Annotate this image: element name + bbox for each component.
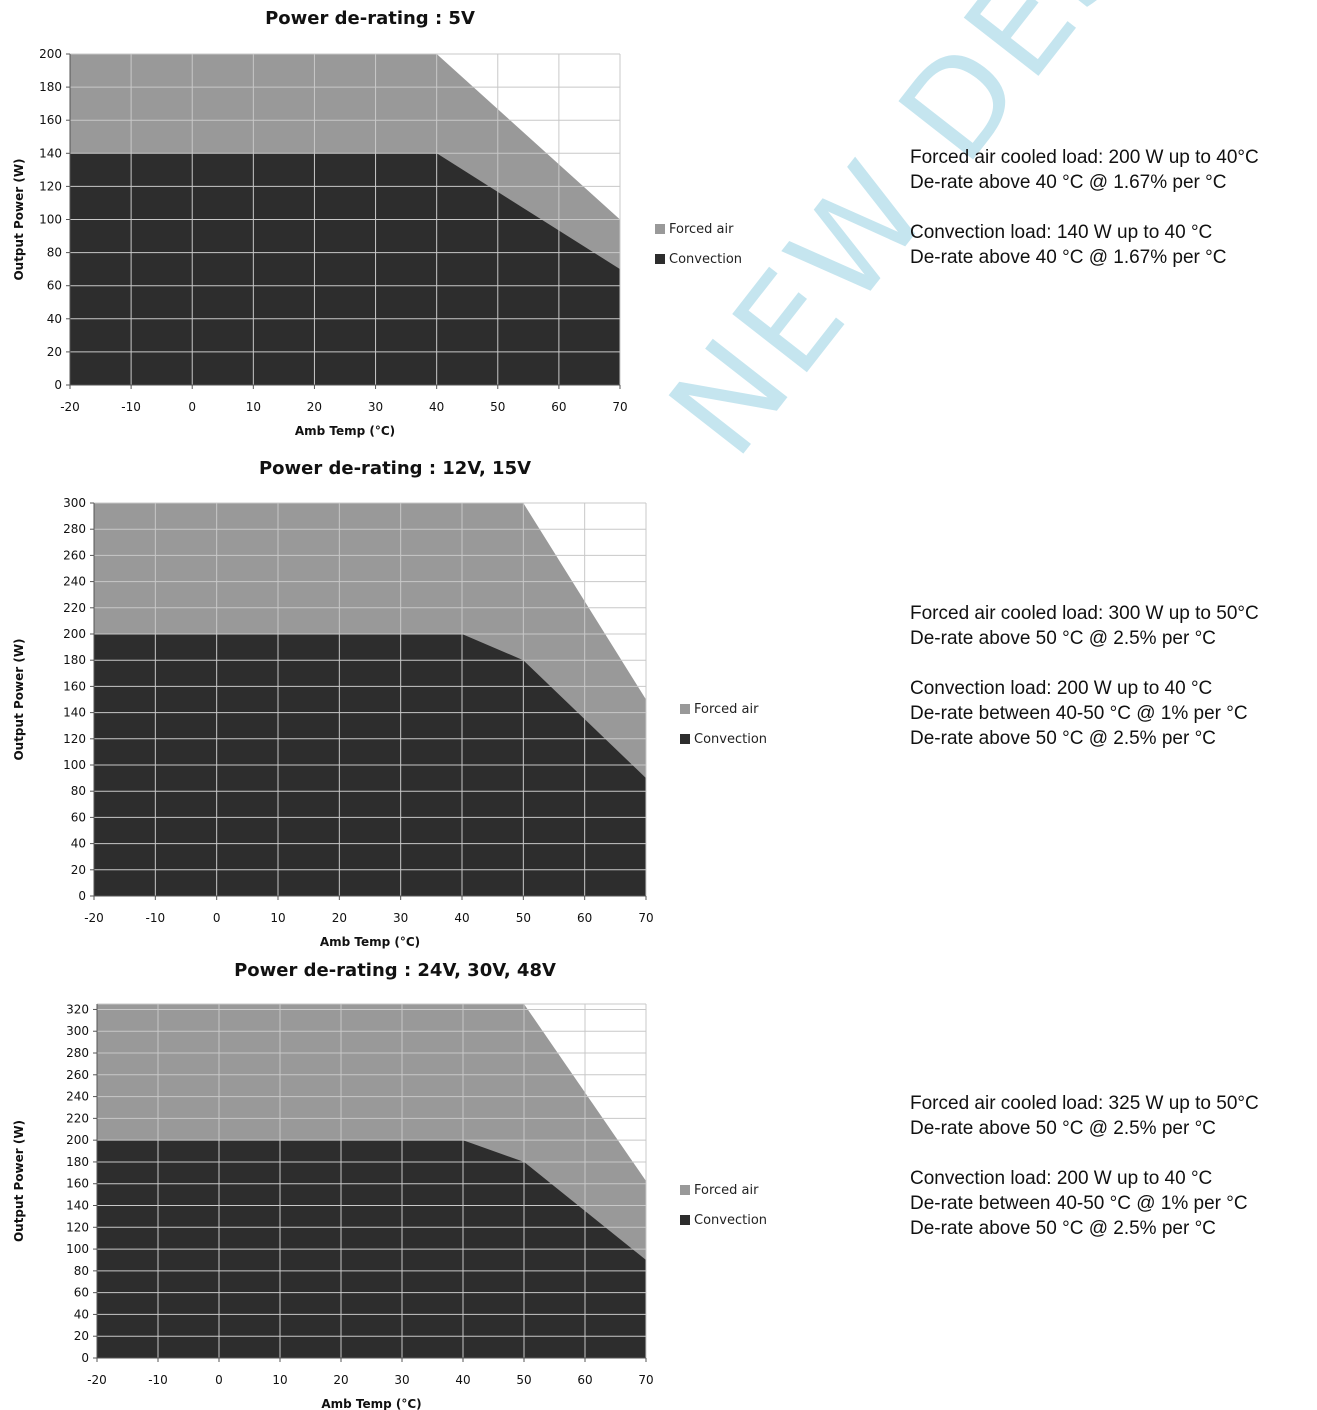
note-line: Convection load: 200 W up to 40 °C: [910, 676, 1310, 701]
x-tick-label: 70: [638, 1373, 653, 1387]
y-tick-label: 0: [81, 1351, 89, 1365]
x-tick-label: 60: [577, 1373, 592, 1387]
y-tick-label: 280: [66, 1046, 89, 1060]
x-tick-label: -10: [148, 1373, 168, 1387]
y-tick-label: 320: [66, 1002, 89, 1016]
x-tick-label: 30: [394, 1373, 409, 1387]
y-axis-title: Output Power (W): [12, 1120, 26, 1242]
note-line: De-rate between 40-50 °C @ 1% per °C: [910, 1191, 1310, 1216]
y-tick-label: 80: [74, 1264, 89, 1278]
note-line: De-rate between 40-50 °C @ 1% per °C: [910, 701, 1310, 726]
y-tick-label: 100: [66, 1242, 89, 1256]
x-tick-label: 40: [455, 1373, 470, 1387]
legend-swatch-forced-air: [680, 1185, 690, 1195]
chart-24v-30v-48v: 0204060801001201401601802002202402602803…: [0, 0, 900, 1410]
x-tick-label: 20: [333, 1373, 348, 1387]
y-tick-label: 200: [66, 1133, 89, 1147]
x-tick-label: -20: [87, 1373, 107, 1387]
y-tick-label: 140: [66, 1199, 89, 1213]
y-tick-label: 160: [66, 1177, 89, 1191]
y-tick-label: 120: [66, 1220, 89, 1234]
y-tick-label: 180: [66, 1155, 89, 1169]
note-line: Convection load: 200 W up to 40 °C: [910, 1166, 1310, 1191]
x-tick-label: 0: [215, 1373, 223, 1387]
x-tick-label: 50: [516, 1373, 531, 1387]
note-line: Forced air cooled load: 300 W up to 50°C: [910, 601, 1310, 626]
legend-swatch-convection: [680, 1215, 690, 1225]
y-tick-label: 220: [66, 1111, 89, 1125]
x-axis-title: Amb Temp (°C): [321, 1397, 421, 1410]
x-tick-label: 10: [272, 1373, 287, 1387]
y-tick-label: 20: [74, 1329, 89, 1343]
legend-label-forced-air: Forced air: [694, 1183, 759, 1198]
note-line: De-rate above 50 °C @ 2.5% per °C: [910, 626, 1310, 651]
y-tick-label: 40: [74, 1307, 89, 1321]
note-12v-15v: Forced air cooled load: 300 W up to 50°C…: [910, 601, 1310, 751]
y-tick-label: 60: [74, 1286, 89, 1300]
note-line: Forced air cooled load: 200 W up to 40°C: [910, 145, 1310, 170]
y-tick-label: 240: [66, 1090, 89, 1104]
note-line: De-rate above 40 °C @ 1.67% per °C: [910, 245, 1310, 270]
note-line: De-rate above 50 °C @ 2.5% per °C: [910, 726, 1310, 751]
note-line: De-rate above 50 °C @ 2.5% per °C: [910, 1216, 1310, 1241]
note-line: Forced air cooled load: 325 W up to 50°C: [910, 1091, 1310, 1116]
y-tick-label: 260: [66, 1068, 89, 1082]
note-line: De-rate above 40 °C @ 1.67% per °C: [910, 170, 1310, 195]
y-tick-label: 300: [66, 1024, 89, 1038]
note-line: De-rate above 50 °C @ 2.5% per °C: [910, 1116, 1310, 1141]
note-line: Convection load: 140 W up to 40 °C: [910, 220, 1310, 245]
legend-label-convection: Convection: [694, 1213, 767, 1228]
note-5v: Forced air cooled load: 200 W up to 40°C…: [910, 145, 1310, 270]
note-24v-30v-48v: Forced air cooled load: 325 W up to 50°C…: [910, 1091, 1310, 1241]
